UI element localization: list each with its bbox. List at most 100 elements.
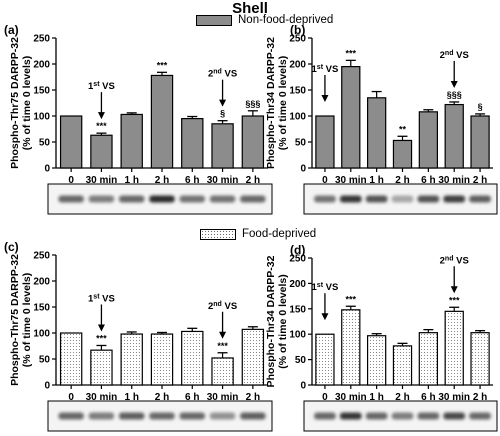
blot-band [179, 195, 206, 203]
significance-label: *** [96, 121, 107, 131]
x-tick-label: 2 h [473, 392, 487, 403]
bar [470, 332, 490, 386]
y-tick-label: 0 [44, 381, 50, 392]
x-tick-label: 30 min [438, 175, 470, 186]
bar [211, 357, 234, 386]
bar [150, 333, 174, 386]
blot-band [365, 195, 388, 203]
blot-band [118, 195, 145, 203]
bar [150, 74, 174, 169]
vs-annotation-label: 1st VS [88, 81, 115, 93]
x-tick-label: 0 [68, 392, 74, 403]
legend-non-food-deprived: Non-food-deprived [196, 14, 333, 26]
y-tick-label: 0 [300, 164, 306, 175]
blot-band [469, 195, 491, 203]
blot-bands [314, 412, 491, 420]
bar [241, 115, 265, 169]
bar [181, 117, 204, 169]
bar [181, 330, 204, 386]
blot-band [88, 195, 115, 203]
blot-band [179, 412, 206, 420]
blot-band [118, 412, 145, 420]
blot-band [58, 412, 84, 420]
y-axis-title: Phospho-Thr34 DARPP-32 [265, 255, 277, 387]
bar [341, 309, 361, 386]
y-axis-title: (% of time 0 levels) [21, 56, 33, 151]
x-tick-label: 2 h [155, 392, 169, 403]
blot-band [469, 412, 491, 420]
blot-band [240, 412, 266, 420]
x-tick-label: 6 h [185, 175, 199, 186]
vs-arrow-head [321, 313, 329, 321]
y-axis-title: (% of time 0 levels) [21, 273, 33, 368]
y-tick-label: 100 [33, 112, 50, 123]
legend-label: Food-deprived [242, 228, 317, 240]
bar [211, 123, 234, 169]
chart-panel: (c)Phospho-Thr75 DARPP-32 (% of time 0 le… [4, 240, 268, 403]
vs-annotation-label: 2nd VS [208, 300, 237, 312]
y-tick-label: 50 [295, 355, 307, 366]
chart-panel: (a)Phospho-Thr75 DARPP-32 (% of time 0 le… [4, 23, 268, 186]
y-tick-label: 50 [295, 138, 307, 149]
bar [366, 335, 387, 386]
bar [341, 65, 361, 169]
y-tick-label: 250 [289, 34, 306, 45]
x-tick-label: 1 h [124, 392, 138, 403]
blot-band [339, 195, 362, 203]
blot-band [443, 195, 466, 203]
blot-band [209, 412, 236, 420]
x-tick-label: 30 min [438, 392, 470, 403]
x-tick-label: 30 min [86, 392, 118, 403]
x-tick-label: 2 h [473, 175, 487, 186]
y-axis-title: Phospho-Thr75 DARPP-32 [9, 37, 21, 169]
bar [120, 333, 143, 386]
x-tick-label: 6 h [421, 175, 435, 186]
bar [315, 115, 335, 169]
blot-band [149, 195, 175, 203]
y-axis-title: Phospho-Thr75 DARPP-32 [9, 254, 21, 386]
x-tick-label: 2 h [395, 175, 409, 186]
bar [366, 97, 387, 169]
bar [444, 103, 464, 169]
vs-arrow-head [97, 324, 105, 332]
y-tick-label: 100 [289, 112, 306, 123]
bar [241, 328, 265, 386]
x-tick-label: 6 h [185, 392, 199, 403]
x-tick-label: 2 h [395, 392, 409, 403]
panel-label: (c) [4, 240, 19, 254]
vs-annotation-label: 2nd VS [440, 255, 469, 267]
vs-annotation-label: 1st VS [88, 293, 115, 305]
bar [315, 333, 335, 386]
blot-band [88, 412, 115, 420]
y-tick-label: 150 [289, 304, 306, 315]
significance-label: *** [217, 341, 228, 351]
figure-title: Shell [232, 0, 268, 17]
vs-annotation-label: 1st VS [312, 64, 339, 76]
blot-bands [314, 195, 491, 203]
bar [120, 113, 143, 169]
x-tick-label: 6 h [421, 392, 435, 403]
y-tick-label: 100 [289, 330, 306, 341]
significance-label: §§§ [245, 99, 260, 109]
y-tick-label: 250 [289, 254, 306, 265]
vs-arrow-head [219, 331, 227, 339]
chart-panel: (b) Phospho-Thr34 DARPP-32 (% of time 0 le… [265, 23, 493, 186]
vs-arrow-head [219, 99, 227, 107]
chart-panel: (d) Phospho-Thr34 DARPP-32 (% of time 0 le… [265, 243, 493, 403]
x-tick-label: 1 h [369, 175, 383, 186]
bar [90, 134, 113, 169]
blot-bands [58, 195, 266, 203]
bar [90, 349, 113, 386]
significance-label: ** [399, 124, 407, 134]
y-tick-label: 100 [33, 329, 50, 340]
bar [444, 310, 464, 386]
y-tick-label: 0 [44, 164, 50, 175]
blot-band [314, 195, 336, 203]
blot-band [240, 195, 266, 203]
legend-food-deprived: Food-deprived [200, 228, 316, 240]
blot-band [58, 195, 84, 203]
vs-annotation-label: 2nd VS [440, 49, 469, 61]
y-tick-label: 200 [33, 277, 50, 288]
y-axis-title: Phospho-Thr34 DARPP-32 [265, 37, 277, 169]
western-blot [303, 183, 498, 215]
